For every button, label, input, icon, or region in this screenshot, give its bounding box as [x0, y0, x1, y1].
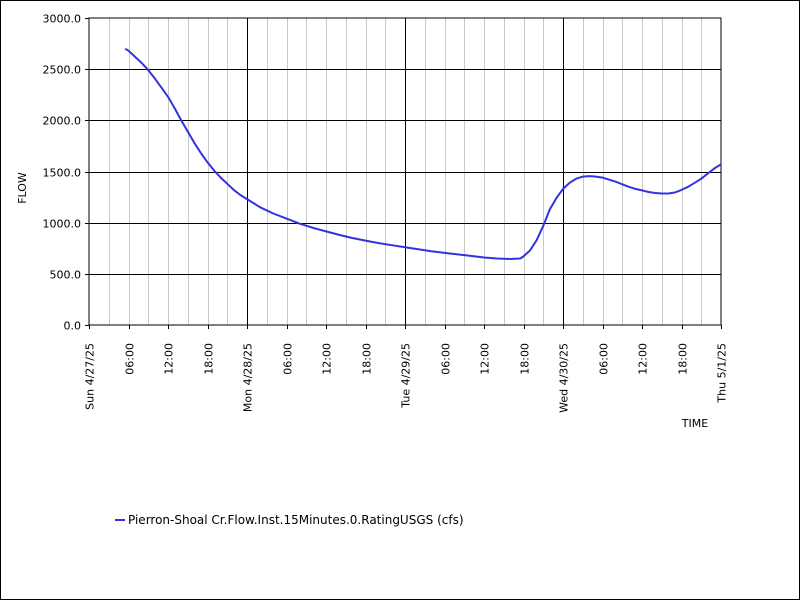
y-tick-label: 1000.0 [43, 218, 82, 231]
x-tick-label: 12:00 [321, 343, 334, 375]
x-tick-label: 18:00 [203, 343, 216, 375]
series-line-0 [124, 47, 722, 260]
x-tick-label: 12:00 [637, 343, 650, 375]
y-tick-label: 0.0 [64, 320, 82, 333]
y-tick-labels: 0.0 500.0 1000.0 1500.0 2000.0 2500.0 3000.0 [43, 13, 82, 333]
x-tick-label: 18:00 [519, 343, 532, 375]
plot-border [88, 17, 722, 326]
legend-swatch [115, 519, 125, 521]
x-tick-label: Sun 4/27/25 [84, 343, 97, 410]
y-tick-label: 500.0 [50, 269, 82, 282]
y-tick-label: 1500.0 [43, 167, 82, 180]
y-tick-label: 3000.0 [43, 13, 82, 26]
y-axis-title: FLOW [16, 172, 29, 204]
x-tick-label: 06:00 [124, 343, 137, 375]
legend: Pierron-Shoal Cr.Flow.Inst.15Minutes.0.R… [115, 513, 464, 527]
x-tick-label: Tue 4/29/25 [400, 343, 413, 409]
x-tick-label: 06:00 [282, 343, 295, 375]
legend-label: Pierron-Shoal Cr.Flow.Inst.15Minutes.0.R… [128, 513, 464, 527]
y-tick-label: 2000.0 [43, 115, 82, 128]
x-tick-label: Wed 4/30/25 [558, 343, 571, 413]
y-tick-label: 2500.0 [43, 64, 82, 77]
x-tick-label: 18:00 [677, 343, 690, 375]
x-tick-label: 06:00 [440, 343, 453, 375]
x-tick-label: Thu 5/1/25 [716, 343, 729, 404]
x-tick-label: 12:00 [163, 343, 176, 375]
x-tick-labels: Sun 4/27/25 06:00 12:00 18:00 Mon 4/28/25 06:… [84, 343, 729, 413]
x-tick-label: 18:00 [361, 343, 374, 375]
series-layer [124, 47, 722, 260]
x-axis-title: TIME [681, 417, 708, 430]
x-tick-label: 12:00 [479, 343, 492, 375]
x-tick-label: 06:00 [598, 343, 611, 375]
x-tick-label: Mon 4/28/25 [242, 343, 255, 412]
